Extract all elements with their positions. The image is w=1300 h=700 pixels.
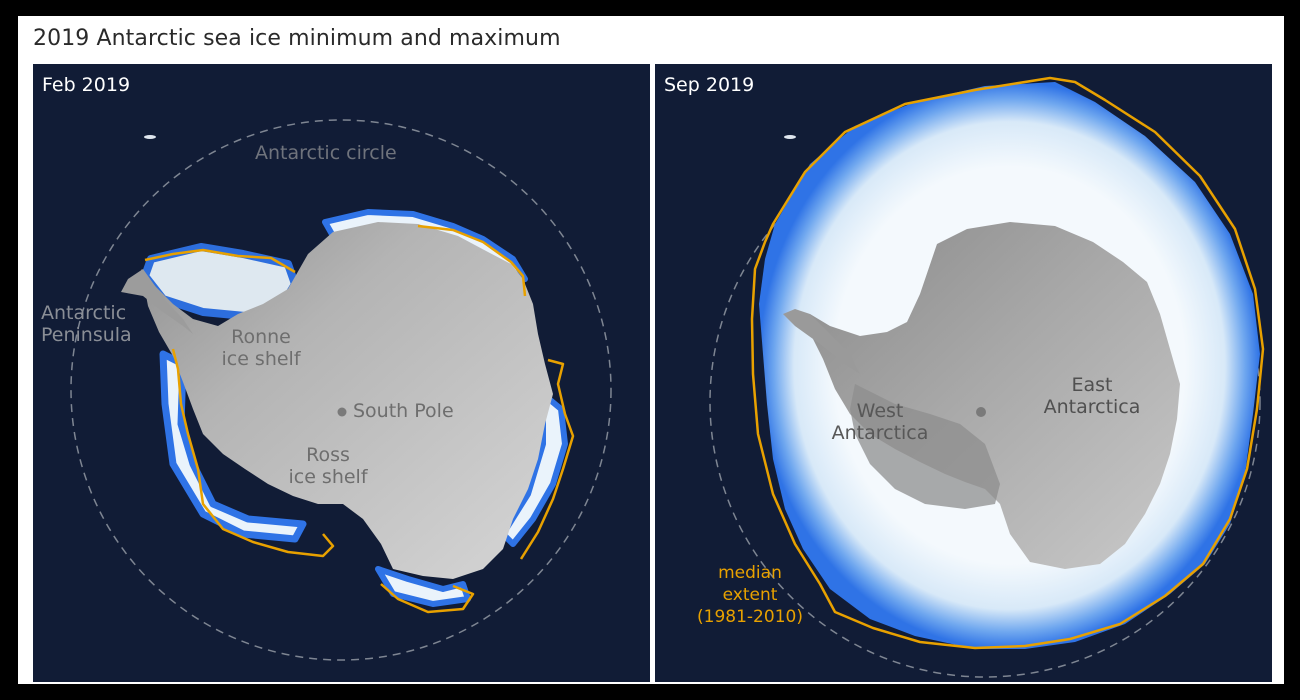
antarctica-landmass <box>810 222 1180 569</box>
ronne-ice-shelf-label: Ronne ice shelf <box>221 326 301 370</box>
median-extent-line-feb <box>144 224 575 614</box>
map-panel-sep-2019: Sep 2019 West Antarctica East Antarctica… <box>655 64 1272 682</box>
figure-frame: 2019 Antarctic sea ice minimum and maxim… <box>18 16 1284 684</box>
ice-fleck <box>144 135 156 139</box>
map-feb-2019 <box>70 119 612 661</box>
east-antarctica-label: East Antarctica <box>1043 374 1141 418</box>
panel-label-feb: Feb 2019 <box>42 74 131 96</box>
west-antarctica-region <box>850 384 1000 509</box>
ice-fleck <box>784 135 796 139</box>
antarctic-peninsula-landmass <box>121 269 193 334</box>
antarctica-landmass <box>141 222 553 579</box>
antarctic-peninsula-label: Antarctic Peninsula <box>41 302 132 346</box>
figure-title: 2019 Antarctic sea ice minimum and maxim… <box>33 26 561 51</box>
south-pole-dot <box>976 407 986 417</box>
panel-label-sep: Sep 2019 <box>664 74 755 96</box>
map-panel-feb-2019: Feb 2019 Antarctic circle Antarctic Peni… <box>33 64 650 682</box>
antarctic-circle-line <box>70 119 612 661</box>
median-extent-legend-label: median extent (1981-2010) <box>697 563 803 627</box>
west-antarctica-label: West Antarctica <box>831 400 929 444</box>
ross-ice-shelf-label: Ross ice shelf <box>288 444 368 488</box>
antarctic-peninsula-landmass <box>783 309 860 374</box>
map-sep-2019 <box>709 76 1265 678</box>
median-extent-line-sep <box>750 76 1265 650</box>
south-pole-label: South Pole <box>353 400 454 422</box>
south-pole-dot <box>337 407 347 417</box>
antarctic-circle-label: Antarctic circle <box>255 142 397 164</box>
